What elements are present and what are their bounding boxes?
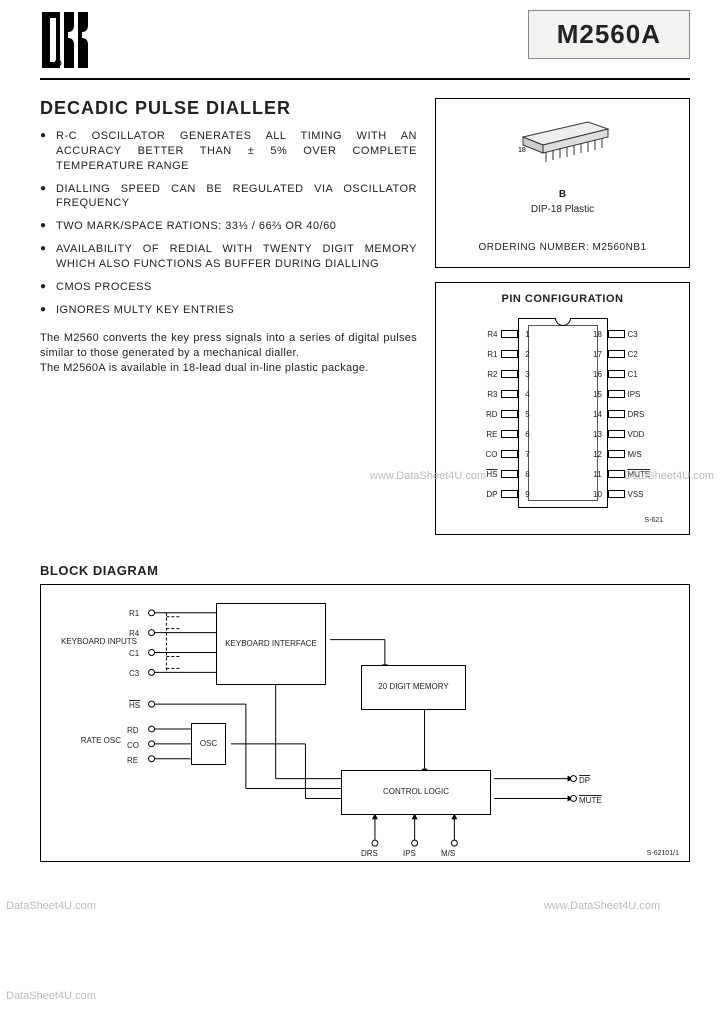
block-memory: 20 DIGIT MEMORY xyxy=(361,665,466,710)
pin-diagram: R41 R12 R23 R34 RD5 RE6 CO7 HS8 DP9 18C3… xyxy=(473,313,653,513)
signal-c1: C1 xyxy=(129,649,139,658)
package-box: 18 B DIP-18 Plastic ORDERING NUMBER: M25… xyxy=(435,98,690,268)
page-header: M2560A xyxy=(40,10,690,70)
block-control-logic: CONTROL LOGIC xyxy=(341,770,491,815)
feature-item: IGNORES MULTY KEY ENTRIES xyxy=(40,303,417,318)
watermark-text: DataSheet4U.com xyxy=(6,900,96,912)
signal-mute: MUTE xyxy=(579,796,602,805)
feature-item: R-C OSCILLATOR GENERATES ALL TIMING WITH… xyxy=(40,129,417,174)
signal-r1: R1 xyxy=(129,609,139,618)
signal-hs: HS xyxy=(129,701,140,710)
dip-package-icon: 18 xyxy=(503,109,623,172)
signal-c3: C3 xyxy=(129,669,139,678)
label-keyboard-inputs: KEYBOARD INPUTS xyxy=(61,637,121,646)
block-diagram: KEYBOARD INTERFACE 20 DIGIT MEMORY OSC C… xyxy=(40,584,690,862)
watermark-text: www.DataSheet4U.com xyxy=(544,900,660,912)
product-title: DECADIC PULSE DIALLER xyxy=(40,98,417,119)
feature-list: R-C OSCILLATOR GENERATES ALL TIMING WITH… xyxy=(40,129,417,317)
block-osc: OSC xyxy=(191,723,226,765)
header-divider xyxy=(40,78,690,80)
signal-rd: RD xyxy=(127,726,139,735)
signal-drs: DRS xyxy=(361,849,378,858)
feature-item: TWO MARK/SPACE RATIONS: 33⅓ / 66⅔ OR 40/… xyxy=(40,219,417,234)
package-type-b: B xyxy=(444,189,681,200)
signal-ms: M/S xyxy=(441,849,455,858)
block-diagram-title: BLOCK DIAGRAM xyxy=(40,563,690,578)
package-type-name: DIP-18 Plastic xyxy=(444,204,681,215)
signal-dp: DP xyxy=(579,776,590,785)
signal-ips: IPS xyxy=(403,849,416,858)
signal-re: RE xyxy=(127,756,138,765)
block-diagram-footnote: S-62101/1 xyxy=(647,850,679,857)
feature-item: AVAILABILITY OF REDIAL WITH TWENTY DIGIT… xyxy=(40,242,417,272)
part-number-box: M2560A xyxy=(528,10,690,59)
ordering-number: ORDERING NUMBER: M2560NB1 xyxy=(444,242,681,253)
description-text: The M2560 converts the key press signals… xyxy=(40,331,417,376)
svg-text:18: 18 xyxy=(518,147,526,154)
signal-co: CO xyxy=(127,741,139,750)
label-rate-osc: RATE OSC xyxy=(76,737,121,746)
watermark-text: DataSheet4U.com xyxy=(6,990,96,1002)
sgs-logo xyxy=(40,10,100,70)
pin-config-title: PIN CONFIGURATION xyxy=(442,293,683,305)
block-keyboard-interface: KEYBOARD INTERFACE xyxy=(216,603,326,685)
feature-item: CMOS PROCESS xyxy=(40,280,417,295)
pin-configuration-box: PIN CONFIGURATION R41 R12 R23 R34 RD5 RE… xyxy=(435,282,690,535)
pin-diagram-footnote: S-621 xyxy=(442,517,683,524)
feature-item: DIALLING SPEED CAN BE REGULATED VIA OSCI… xyxy=(40,182,417,212)
